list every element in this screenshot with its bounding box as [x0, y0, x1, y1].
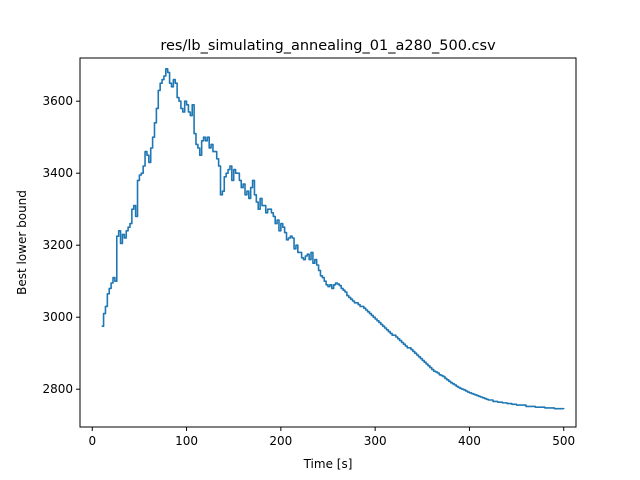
x-tick-label: 500: [552, 434, 575, 448]
y-tick-label: 3200: [42, 238, 73, 252]
plot-frame: [79, 57, 577, 428]
y-axis-ticks: 2800 3000 3200 3400 3600: [42, 94, 80, 396]
x-axis-ticks: 0 100 200 300 400 500: [88, 427, 575, 448]
y-tick-label: 3400: [42, 166, 73, 180]
y-tick-label: 3600: [42, 94, 73, 108]
y-tick-label: 3000: [42, 310, 73, 324]
x-axis-label: Time [s]: [303, 457, 353, 471]
x-tick-label: 0: [88, 434, 96, 448]
x-tick-label: 400: [458, 434, 481, 448]
x-tick-label: 300: [364, 434, 387, 448]
y-axis-label: Best lower bound: [15, 190, 29, 295]
chart-title: res/lb_simulating_annealing_01_a280_500.…: [160, 38, 496, 54]
x-tick-label: 200: [269, 434, 292, 448]
plot-area: [101, 68, 565, 410]
x-tick-label: 100: [175, 434, 198, 448]
y-tick-label: 2800: [42, 382, 73, 396]
series-line-0: [101, 68, 565, 410]
